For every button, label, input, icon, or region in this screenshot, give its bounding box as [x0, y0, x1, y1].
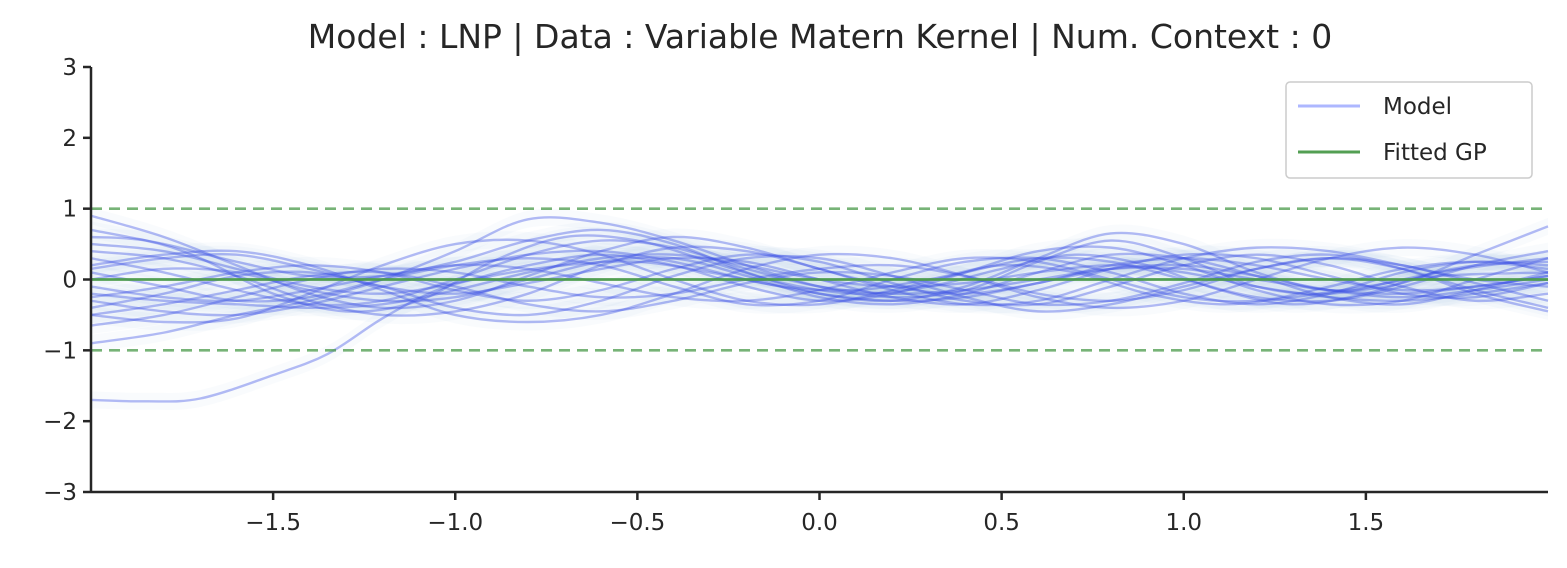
y-tick-label-0: −3: [43, 480, 77, 506]
model-sample-line-9: [90, 225, 1549, 303]
model-sample-line-15: [90, 249, 1549, 317]
model-sample-line-0: [90, 260, 1549, 403]
model-sample-line-14: [90, 256, 1549, 303]
x-tick-label-0: −1.5: [245, 510, 301, 536]
model-sample-lines: [90, 214, 1549, 403]
x-tick-label-6: 1.5: [1348, 510, 1385, 536]
fitted-gp-lines: [91, 207, 1548, 352]
legend-label-0: Model: [1383, 94, 1452, 120]
model-sample-line-10: [90, 254, 1549, 317]
y-tick-label-3: 0: [62, 268, 77, 294]
model-sample-line-2: [90, 216, 1549, 345]
chart-title: Model : LNP | Data : Variable Matern Ker…: [308, 17, 1332, 56]
x-tick-label-4: 0.5: [983, 510, 1020, 536]
model-sample-line-12: [90, 257, 1549, 327]
model-sample-line-16: [90, 214, 1549, 310]
y-tick-label-2: −1: [43, 338, 77, 364]
x-tick-label-1: −1.0: [427, 510, 483, 536]
model-sample-line-17: [90, 253, 1549, 317]
x-tick-label-3: 0.0: [801, 510, 838, 536]
y-tick-label-5: 2: [62, 126, 77, 152]
model-sample-line-1: [90, 234, 1549, 313]
y-tick-label-1: −2: [43, 409, 77, 435]
axes: −3 −2 −1 0 1 2 3 −1.5 −1.0 −0.5 0.0 0.5 1.0 1.5: [43, 55, 1548, 536]
model-sample-line-4: [90, 245, 1549, 317]
model-sample-line-5: [90, 238, 1549, 324]
legend: Model Fitted GP: [1285, 81, 1533, 179]
model-sample-line-6: [90, 246, 1549, 324]
model-sample-line-11: [90, 239, 1549, 307]
x-tick-label-2: −0.5: [609, 510, 665, 536]
y-tick-label-4: 1: [62, 197, 77, 223]
y-tick-label-6: 3: [62, 55, 77, 81]
model-sample-line-8: [90, 252, 1549, 306]
legend-label-1: Fitted GP: [1383, 140, 1487, 166]
model-sample-line-3: [90, 256, 1549, 307]
model-sample-line-13: [90, 242, 1549, 307]
model-sample-line-19: [90, 253, 1549, 307]
x-tick-label-5: 1.0: [1165, 510, 1202, 536]
